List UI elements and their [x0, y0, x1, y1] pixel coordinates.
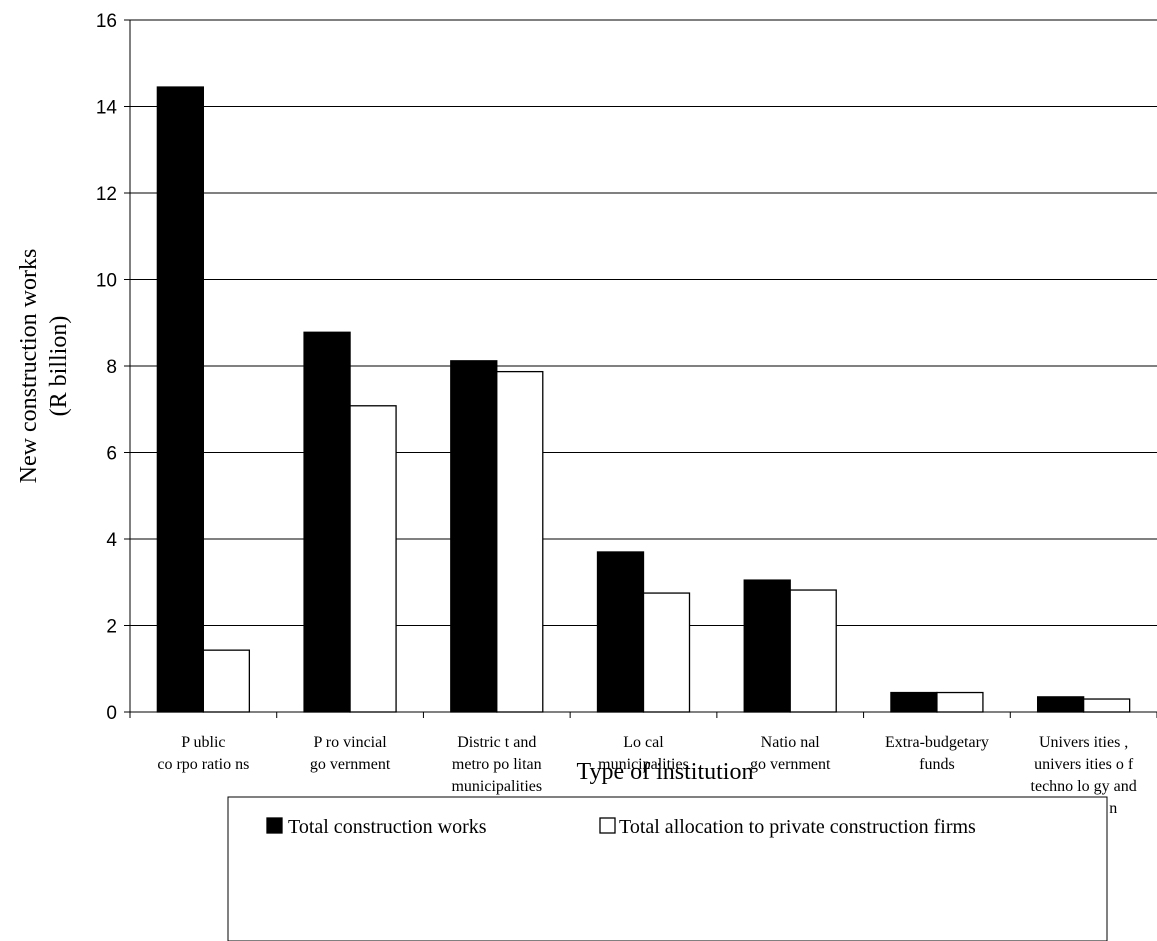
bar-total-construction [303, 331, 351, 713]
legend-swatch [266, 817, 283, 834]
bar-private-allocation [936, 691, 984, 713]
legend-box [227, 796, 1108, 941]
y-axis-title-line: New construction works [16, 249, 42, 484]
bars [156, 86, 1131, 713]
legend-label: Total allocation to private construction… [619, 816, 976, 838]
y-tick-label: 0 [106, 703, 117, 724]
category-label-line: funds [919, 756, 955, 773]
category-label-line: municipalities [451, 778, 542, 795]
category-label-line: Lo cal [623, 734, 664, 751]
y-tick-label: 14 [96, 98, 118, 119]
bar-private-allocation [202, 649, 251, 713]
gridlines [130, 19, 1157, 626]
y-tick-label: 2 [106, 617, 117, 638]
category-label: Extra-budgetary funds [885, 734, 989, 773]
category-label: Natio nal go vernment [750, 734, 831, 773]
category-label-line: metro po litan [452, 756, 542, 773]
category-label-line: univers ities o f [1034, 756, 1134, 773]
bar-total-construction [743, 579, 791, 713]
category-label-line: Natio nal [761, 734, 821, 751]
category-label-line: Extra-budgetary [885, 734, 989, 751]
y-axis-title: New construction works (R billion) [16, 249, 72, 484]
legend-swatch [599, 817, 616, 834]
y-tick-labels: 0 2 4 6 8 10 12 14 16 [96, 11, 118, 724]
bar-private-allocation [1082, 698, 1131, 713]
category-label-line: P ublic [181, 734, 225, 751]
y-tick-label: 16 [96, 11, 117, 32]
bar-total-construction [1036, 696, 1085, 713]
category-label-line: P ro vincial [313, 734, 387, 751]
bar-total-construction [890, 691, 938, 713]
category-label: Distric t and metro po litan municipalitie… [451, 734, 542, 795]
y-tick-label: 12 [96, 184, 117, 205]
category-label-line: Univers ities , [1039, 734, 1128, 751]
category-label-line: Distric t and [457, 734, 536, 751]
y-axis-title-line: (R billion) [46, 316, 72, 417]
bar-private-allocation [789, 589, 837, 713]
category-label-line: go vernment [750, 756, 831, 773]
category-label-line: co rpo ratio ns [157, 756, 249, 773]
y-tick-label: 4 [106, 530, 117, 551]
category-label-line: municipalities [598, 756, 689, 773]
category-labels: P ublic co rpo ratio ns P ro vincial go ver… [157, 734, 1136, 817]
y-tick-label: 10 [96, 271, 117, 292]
bar-total-construction [596, 551, 645, 713]
y-tick-label: 8 [106, 357, 117, 378]
category-label: Lo cal municipalities [598, 734, 689, 773]
category-label-line: go vernment [310, 756, 391, 773]
bar-private-allocation [642, 592, 691, 713]
bar-private-allocation [496, 370, 544, 713]
axes [124, 19, 1157, 718]
bar-private-allocation [349, 405, 397, 713]
legend: Total construction works Total allocation… [227, 796, 1108, 941]
bar-total-construction [450, 360, 498, 713]
category-label: P ublic co rpo ratio ns [157, 734, 249, 773]
bar-total-construction [156, 86, 205, 713]
category-label: P ro vincial go vernment [310, 734, 391, 773]
x-axis-title: Type of institution [577, 759, 754, 785]
legend-label: Total construction works [288, 816, 487, 838]
y-tick-label: 6 [106, 444, 117, 465]
category-label-line: techno lo gy and [1031, 778, 1137, 795]
